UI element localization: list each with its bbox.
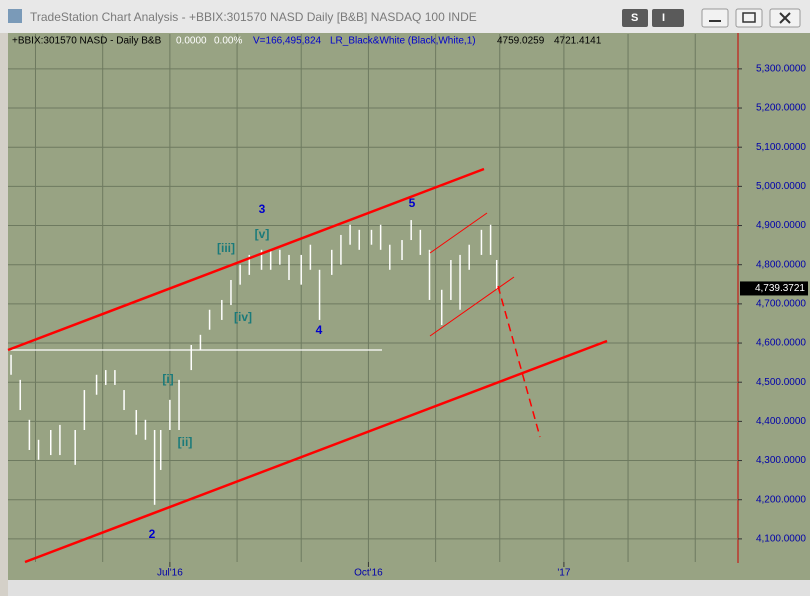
wave-label: [iv] bbox=[234, 310, 252, 324]
wave-label: 5 bbox=[409, 196, 416, 210]
projection bbox=[497, 285, 541, 438]
wave-label: [iii] bbox=[217, 241, 235, 255]
labels: 4,100.0000 4,200.0000 4,300.0000 4,400.0000… bbox=[149, 64, 808, 579]
time-axis bbox=[8, 563, 810, 580]
wave-label: [v] bbox=[255, 227, 270, 241]
maximize-icon bbox=[742, 12, 756, 23]
info-low: 4721.4141 bbox=[554, 36, 602, 47]
y-tick-label: 4,400.0000 bbox=[756, 416, 806, 427]
wedge-lower bbox=[429, 276, 515, 337]
info-volume: V=166,495,824 bbox=[253, 36, 322, 47]
minimize-button[interactable] bbox=[701, 8, 729, 28]
last-price-label: 4,739.3721 bbox=[755, 283, 805, 294]
lower-channel bbox=[24, 339, 608, 564]
x-tick-label: Jul'16 bbox=[157, 568, 183, 579]
price-axis bbox=[738, 33, 810, 563]
s-button-label[interactable]: S bbox=[631, 12, 638, 24]
x-tick-label: '17 bbox=[557, 568, 570, 579]
y-tick-label: 5,200.0000 bbox=[756, 103, 806, 114]
scrollbar[interactable] bbox=[8, 580, 810, 596]
app-icon bbox=[8, 9, 22, 23]
plot-area bbox=[8, 33, 738, 563]
y-tick-label: 4,500.0000 bbox=[756, 377, 806, 388]
info-change-pct: 0.00% bbox=[214, 36, 242, 47]
upper-channel bbox=[7, 167, 485, 352]
wave-label: [i] bbox=[162, 372, 173, 386]
wave-label: 4 bbox=[316, 323, 323, 337]
price-bars bbox=[10, 220, 498, 505]
y-tick-label: 4,200.0000 bbox=[756, 494, 806, 505]
info-symbol: +BBIX:301570 NASD - Daily B&B bbox=[12, 36, 162, 47]
y-tick-label: 5,100.0000 bbox=[756, 142, 806, 153]
maximize-button[interactable] bbox=[735, 8, 763, 28]
y-tick-label: 4,100.0000 bbox=[756, 534, 806, 545]
last-price-box bbox=[740, 281, 808, 296]
x-tick-label: Oct'16 bbox=[354, 568, 383, 579]
grid bbox=[8, 34, 742, 567]
window-title: TradeStation Chart Analysis - +BBIX:3015… bbox=[30, 10, 477, 24]
info-change: 0.0000 bbox=[176, 36, 207, 47]
y-tick-label: 4,800.0000 bbox=[756, 259, 806, 270]
y-tick-label: 5,300.0000 bbox=[756, 64, 806, 75]
y-tick-label: 4,300.0000 bbox=[756, 455, 806, 466]
y-tick-label: 4,900.0000 bbox=[756, 220, 806, 231]
wave-label: 3 bbox=[259, 202, 266, 216]
wedge-upper bbox=[429, 212, 488, 254]
close-icon bbox=[779, 12, 791, 24]
info-high: 4759.0259 bbox=[497, 36, 545, 47]
i-button[interactable] bbox=[652, 9, 684, 27]
info-study: LR_Black&White (Black,White,1) bbox=[330, 36, 476, 47]
wave-label: [ii] bbox=[178, 435, 193, 449]
s-button[interactable] bbox=[622, 9, 648, 27]
wave-label: 2 bbox=[149, 527, 156, 541]
y-tick-label: 4,600.0000 bbox=[756, 338, 806, 349]
y-tick-label: 5,000.0000 bbox=[756, 181, 806, 192]
i-button-label[interactable]: I bbox=[662, 12, 665, 24]
y-tick-label: 4,700.0000 bbox=[756, 299, 806, 310]
